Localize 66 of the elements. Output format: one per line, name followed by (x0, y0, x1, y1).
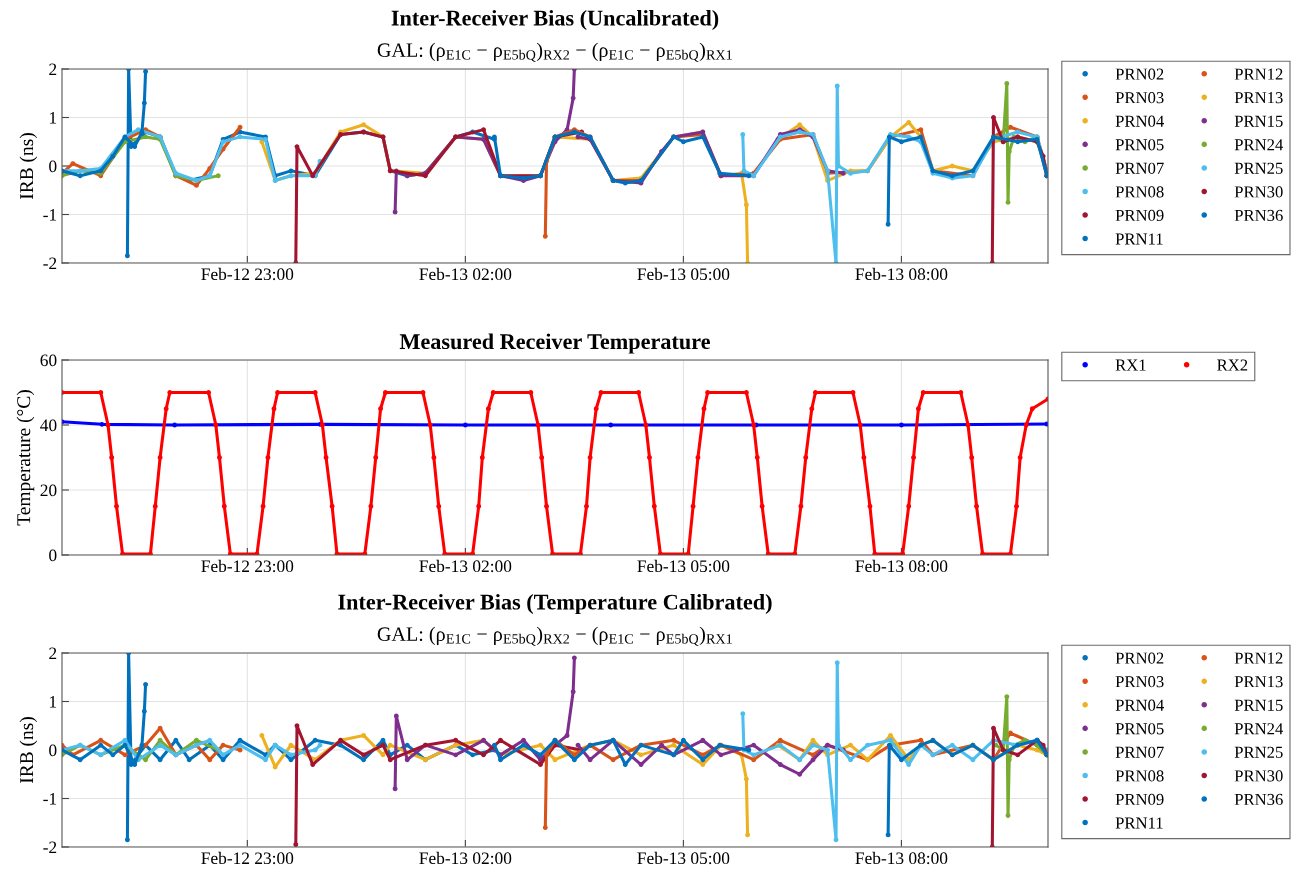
x-tick-label: Feb-13 02:00 (419, 267, 512, 281)
y-tick-label: -2 (43, 841, 57, 854)
x-tick-label: Feb-13 02:00 (419, 851, 512, 865)
legend-label: PRN07 (1115, 162, 1164, 174)
x-tick-label: Feb-13 05:00 (637, 267, 730, 281)
y-tick-label: -2 (43, 257, 57, 270)
legend-label: PRN13 (1234, 676, 1283, 688)
x-tick-label: Feb-13 08:00 (855, 559, 948, 573)
text: GAL: (ρ$_{E1C}$ − ρ$_{E5bQ}$)$_{RX2}$ − (ρ$_{E1C}$ − ρ$_{E5bQ}$)$_{RX1}$ (377, 42, 732, 62)
x-tick-label: Feb-12 23:00 (201, 851, 294, 865)
legend-label: PRN04 (1115, 699, 1164, 711)
y-axis-title: IRB (ns) (19, 133, 38, 200)
y-tick-label: 0 (49, 549, 57, 562)
legend-label: PRN03 (1115, 676, 1164, 688)
legend-label: PRN12 (1234, 68, 1283, 80)
y-tick-label: 0 (49, 744, 57, 757)
y-tick-label: 1 (49, 112, 57, 124)
x-tick-label: Feb-13 05:00 (637, 851, 730, 865)
legend-label: PRN12 (1234, 652, 1283, 664)
legend-label: PRN07 (1115, 746, 1164, 758)
y-tick-label: 0 (49, 160, 57, 173)
x-tick-label: Feb-13 05:00 (637, 559, 730, 573)
legend-label: RX2 (1217, 359, 1248, 371)
y-tick-label: -1 (43, 793, 57, 805)
legend-label: PRN15 (1234, 699, 1283, 711)
legend-label: PRN13 (1234, 92, 1283, 104)
y-tick-label: 2 (49, 647, 57, 660)
legend-label: PRN03 (1115, 92, 1164, 104)
x-tick-label: Feb-13 02:00 (419, 559, 512, 573)
legend-label: PRN02 (1115, 652, 1164, 664)
legend-label: PRN15 (1234, 115, 1283, 127)
legend-label: PRN25 (1234, 162, 1283, 174)
chart-title: Inter-Receiver Bias (Temperature Calibrated) (338, 593, 772, 615)
legend-label: PRN05 (1115, 139, 1164, 151)
legend-label: PRN09 (1115, 209, 1164, 222)
chart-title: Inter-Receiver Bias (Uncalibrated) (391, 9, 719, 31)
y-axis-title: IRB (ns) (19, 717, 38, 784)
legend-label: PRN11 (1115, 233, 1163, 245)
legend-label: PRN11 (1115, 817, 1163, 829)
y-tick-label: 40 (40, 419, 57, 432)
legend-label: PRN02 (1115, 68, 1164, 80)
legend-label: PRN04 (1115, 115, 1164, 127)
legend-label: PRN36 (1234, 793, 1283, 806)
legend-label: PRN08 (1115, 770, 1164, 782)
y-tick-label: 20 (40, 484, 57, 497)
x-tick-label: Feb-12 23:00 (201, 267, 294, 281)
y-tick-label: 1 (49, 696, 57, 708)
text: GAL: (ρ$_{E1C}$ − ρ$_{E5bQ}$)$_{RX2}$ − (ρ$_{E1C}$ − ρ$_{E5bQ}$)$_{RX1}$ (377, 626, 732, 646)
legend-label: RX1 (1115, 359, 1146, 371)
chart-title: Measured Receiver Temperature (399, 333, 710, 354)
y-tick-label: 2 (49, 63, 57, 76)
legend-label: PRN30 (1234, 770, 1283, 782)
y-axis-title: Temperature (°C) (16, 390, 35, 526)
legend-label: PRN08 (1115, 186, 1164, 198)
legend-label: PRN24 (1234, 723, 1284, 735)
y-tick-label: -1 (43, 209, 57, 221)
x-tick-label: Feb-13 08:00 (855, 267, 948, 281)
legend-label: PRN25 (1234, 746, 1283, 758)
legend-label: PRN36 (1234, 209, 1283, 222)
legend-label: PRN05 (1115, 723, 1164, 735)
x-tick-label: Feb-12 23:00 (201, 559, 294, 573)
y-tick-label: 60 (40, 354, 57, 367)
legend-label: PRN30 (1234, 186, 1283, 198)
legend-label: PRN09 (1115, 793, 1164, 806)
legend-label: PRN24 (1234, 139, 1284, 151)
x-tick-label: Feb-13 08:00 (855, 851, 948, 865)
